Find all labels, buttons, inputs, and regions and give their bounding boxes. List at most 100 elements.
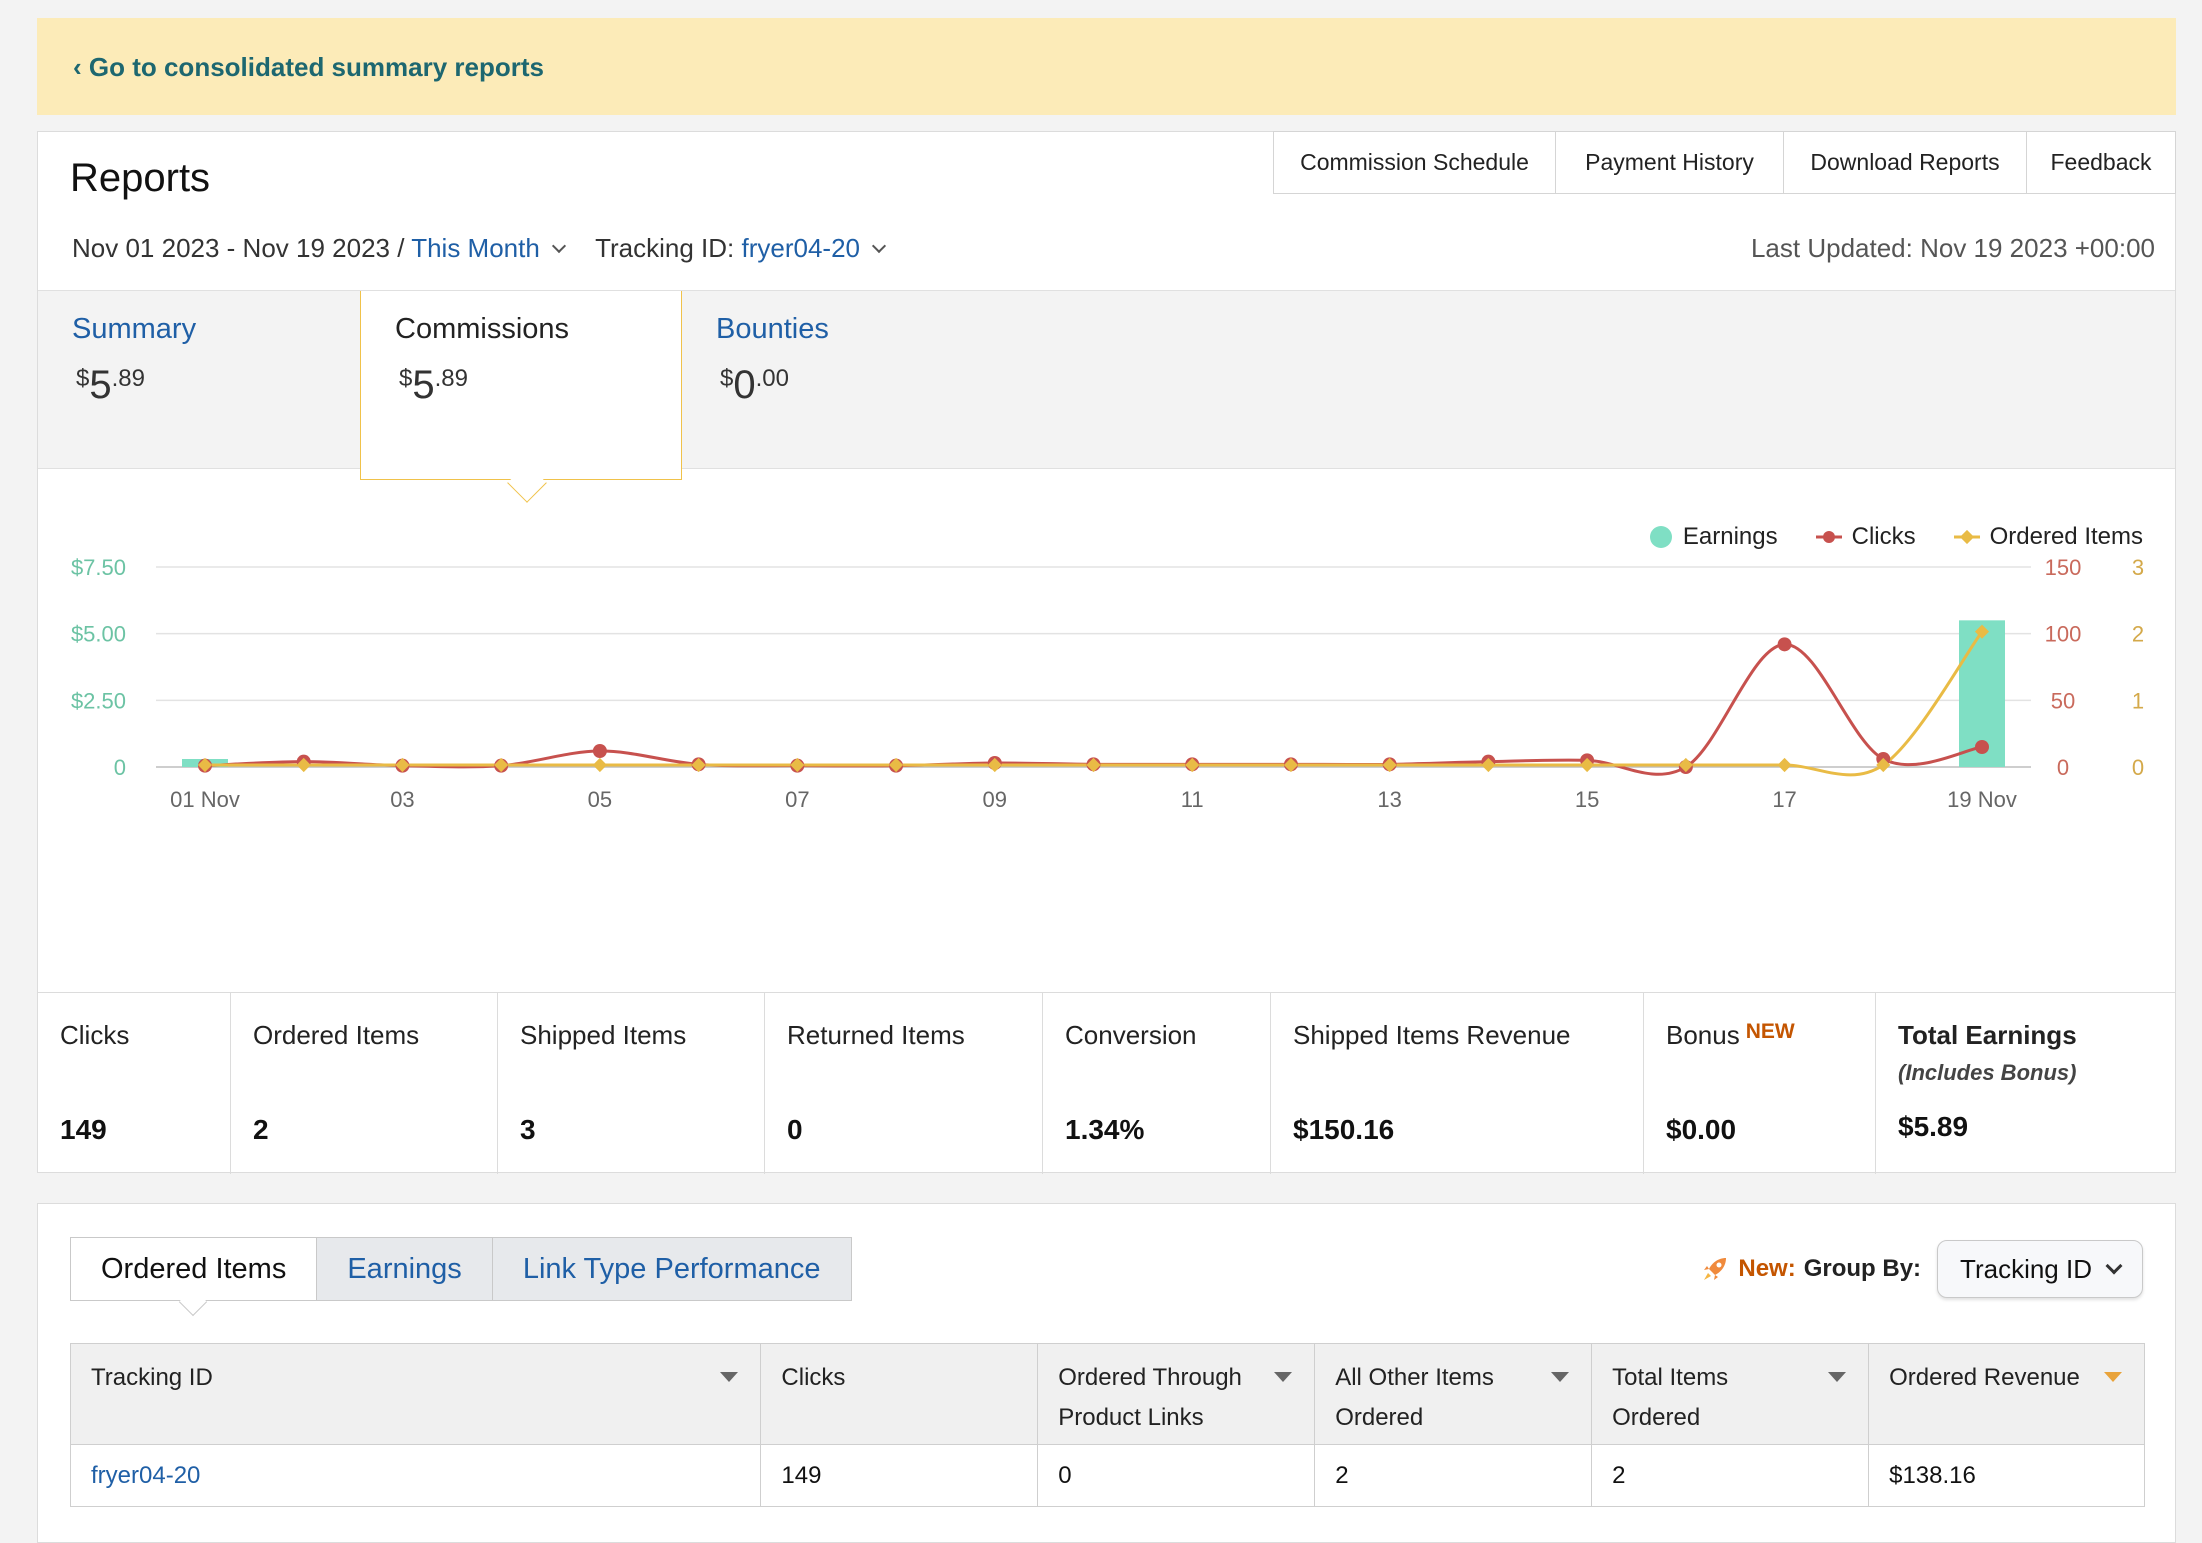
x-tick-label: 19 Nov bbox=[1947, 787, 2017, 812]
consolidated-reports-banner: ‹ Go to consolidated summary reports bbox=[37, 18, 2176, 115]
y-right-clicks-tick-label: 50 bbox=[2051, 688, 2075, 713]
clicks-point bbox=[1975, 740, 1989, 754]
cell-clicks: 149 bbox=[760, 1444, 1039, 1507]
tab-summary-label: Summary bbox=[72, 313, 197, 345]
tab-commissions-label: Commissions bbox=[395, 313, 570, 345]
metric-bonus-value: $0.00 bbox=[1666, 1114, 1737, 1145]
metric-clicks-label: Clicks bbox=[60, 1020, 130, 1050]
y-right-clicks-tick-label: 0 bbox=[2057, 755, 2069, 780]
x-tick-label: 11 bbox=[1181, 787, 1204, 812]
cell-total-items: 2 bbox=[1591, 1444, 1870, 1507]
group-by-label: Group By: bbox=[1803, 1255, 1922, 1282]
payment-history-button[interactable]: Payment History bbox=[1555, 131, 1783, 194]
ordered-items-point bbox=[395, 757, 410, 773]
metric-total-earnings-label: Total Earnings bbox=[1898, 1020, 2077, 1050]
clicks-point bbox=[592, 744, 607, 758]
col-ordered-through-links[interactable]: Ordered Through Product Links bbox=[1037, 1343, 1316, 1445]
metric-shipped-items-value: 3 bbox=[520, 1114, 536, 1145]
tab-summary[interactable]: Summary $5.89 bbox=[38, 291, 360, 470]
tracking-id-label: Tracking ID: bbox=[595, 233, 735, 263]
metric-conversion-value: 1.34% bbox=[1065, 1114, 1145, 1145]
download-reports-button[interactable]: Download Reports bbox=[1783, 131, 2026, 194]
ordered-items-point bbox=[197, 757, 213, 773]
x-tick-label: 17 bbox=[1772, 787, 1796, 812]
col-other-items[interactable]: All Other Items Ordered bbox=[1314, 1343, 1593, 1445]
details-table: Tracking ID Clicks Ordered Through Produ… bbox=[69, 1343, 2145, 1507]
sort-active-icon[interactable] bbox=[2104, 1372, 2122, 1382]
ordered-items-point bbox=[1777, 757, 1792, 773]
tab-link-type-performance[interactable]: Link Type Performance bbox=[492, 1238, 851, 1300]
chevron-down-icon[interactable] bbox=[871, 238, 887, 254]
col-tracking-id[interactable]: Tracking ID bbox=[69, 1343, 762, 1445]
sort-icon[interactable] bbox=[1274, 1372, 1293, 1382]
page-title: Reports bbox=[70, 156, 211, 200]
group-by: New: Group By: Tracking ID bbox=[1700, 1240, 2143, 1298]
commission-schedule-button[interactable]: Commission Schedule bbox=[1273, 131, 1555, 194]
metric-ordered-items: Ordered Items 2 bbox=[231, 993, 498, 1174]
group-by-value: Tracking ID bbox=[1960, 1253, 2092, 1284]
tab-bounties-value: $0.00 bbox=[720, 363, 789, 407]
metric-shipped-revenue: Shipped Items Revenue $150.16 bbox=[1271, 993, 1644, 1174]
metric-shipped-items: Shipped Items 3 bbox=[498, 993, 765, 1174]
earnings-chart: Earnings Clicks Ordered Items 0 $2.50 $5.0… bbox=[38, 471, 2175, 921]
metric-shipped-revenue-value: $150.16 bbox=[1293, 1114, 1395, 1145]
metric-shipped-revenue-label: Shipped Items Revenue bbox=[1293, 1020, 1571, 1050]
sort-icon[interactable] bbox=[1828, 1372, 1847, 1382]
ordered-items-point bbox=[1876, 757, 1891, 773]
y-left-tick-label: $5.00 bbox=[71, 622, 126, 647]
tracking-id-link[interactable]: fryer04-20 bbox=[91, 1461, 201, 1489]
tab-bounties[interactable]: Bounties $0.00 bbox=[682, 291, 1004, 470]
x-tick-label: 01 Nov bbox=[170, 787, 240, 812]
metric-shipped-items-label: Shipped Items bbox=[520, 1020, 687, 1050]
cell-tracking-id[interactable]: fryer04-20 bbox=[69, 1444, 762, 1507]
x-tick-label: 05 bbox=[588, 787, 612, 812]
tab-commissions[interactable]: Commissions $5.89 bbox=[360, 291, 682, 480]
tracking-id-dropdown[interactable]: fryer04-20 bbox=[741, 233, 860, 263]
metrics-row: Clicks 149 Ordered Items 2 Shipped Items… bbox=[38, 992, 2175, 1174]
chevron-down-icon[interactable] bbox=[551, 238, 566, 254]
col-ordered-revenue[interactable]: Ordered Revenue bbox=[1868, 1343, 2145, 1445]
clicks-line bbox=[204, 642, 1983, 776]
metric-bonus: Bonus NEW $0.00 bbox=[1644, 993, 1876, 1174]
tab-summary-value: $5.89 bbox=[76, 363, 145, 407]
metric-returned-items: Returned Items 0 bbox=[765, 993, 1043, 1174]
col-clicks[interactable]: Clicks bbox=[760, 1343, 1039, 1445]
feedback-button[interactable]: Feedback bbox=[2026, 131, 2176, 194]
report-actions: Commission Schedule Payment History Down… bbox=[1273, 131, 2176, 194]
ordered-items-point bbox=[1283, 757, 1299, 773]
metric-total-earnings-value: $5.89 bbox=[1898, 1111, 1969, 1142]
legend-clicks[interactable]: Clicks bbox=[1815, 523, 1916, 551]
chart-canvas: 0 $2.50 $5.00 $7.50 0 50 100 150 0 1 2 3 01 Nov 03 05 0… bbox=[71, 555, 2144, 812]
ordered-items-legend-icon bbox=[1953, 530, 1980, 544]
metric-total-earnings: Total Earnings (Includes Bonus) $5.89 bbox=[1876, 993, 2175, 1174]
tab-bounties-label: Bounties bbox=[716, 313, 829, 345]
ordered-items-point bbox=[1580, 757, 1595, 773]
group-by-select[interactable]: Tracking ID bbox=[1937, 1240, 2143, 1298]
ordered-items-point bbox=[987, 757, 1002, 773]
metric-returned-items-value: 0 bbox=[787, 1114, 803, 1145]
x-tick-label: 09 bbox=[983, 787, 1007, 812]
clicks-point bbox=[1777, 637, 1792, 652]
metric-ordered-items-label: Ordered Items bbox=[253, 1020, 420, 1050]
group-by-new: New: bbox=[1738, 1255, 1796, 1282]
chart-legend: Earnings Clicks Ordered Items bbox=[1649, 523, 2143, 551]
col-total-items[interactable]: Total Items Ordered bbox=[1591, 1343, 1870, 1445]
period-dropdown[interactable]: This Month bbox=[411, 233, 540, 263]
metric-conversion: Conversion 1.34% bbox=[1043, 993, 1271, 1174]
new-badge: NEW bbox=[1745, 1020, 1795, 1043]
sort-icon[interactable] bbox=[1551, 1372, 1570, 1382]
legend-ordered-items[interactable]: Ordered Items bbox=[1953, 523, 2143, 551]
details-panel: Ordered Items Earnings Link Type Perform… bbox=[37, 1203, 2176, 1543]
consolidated-reports-link[interactable]: ‹ Go to consolidated summary reports bbox=[73, 52, 544, 82]
table-header-row: Tracking ID Clicks Ordered Through Produ… bbox=[69, 1343, 2145, 1445]
metric-conversion-label: Conversion bbox=[1065, 1020, 1197, 1050]
date-range: Nov 01 2023 - Nov 19 2023 / bbox=[72, 233, 405, 263]
tab-earnings[interactable]: Earnings bbox=[317, 1238, 493, 1300]
legend-earnings[interactable]: Earnings bbox=[1649, 523, 1778, 551]
rocket-icon bbox=[1704, 1258, 1727, 1280]
y-right-items-tick-label: 0 bbox=[2132, 755, 2144, 780]
ordered-items-point bbox=[790, 757, 805, 773]
ordered-items-line bbox=[204, 630, 1984, 777]
sort-icon[interactable] bbox=[720, 1372, 739, 1382]
metric-bonus-label: Bonus NEW bbox=[1666, 1020, 1795, 1050]
